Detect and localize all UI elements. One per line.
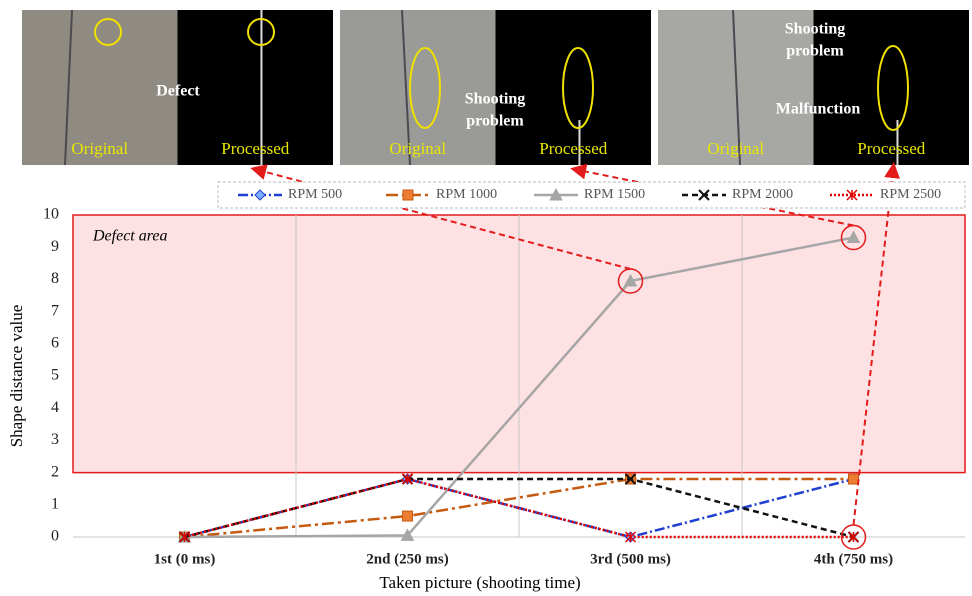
- y-tick-label: 9: [51, 238, 59, 255]
- panel-label: Processed: [857, 139, 925, 158]
- legend-label: RPM 2000: [732, 187, 793, 202]
- panel-note: Malfunction: [776, 101, 861, 118]
- panel-note: Shooting: [465, 91, 525, 108]
- y-tick-label: 2: [51, 463, 59, 480]
- panel-label: Processed: [539, 139, 607, 158]
- legend-label: RPM 1500: [584, 187, 645, 202]
- legend-marker: [403, 190, 413, 200]
- panel-note: Defect: [156, 83, 200, 100]
- panel-label: Original: [707, 139, 764, 158]
- x-tick-label: 1st (0 ms): [154, 551, 216, 567]
- y-tick-label: 3: [51, 431, 59, 448]
- x-tick-label: 3rd (500 ms): [590, 551, 671, 567]
- y-tick-label: 8: [51, 270, 59, 287]
- y-axis-label: Shape distance value: [7, 305, 26, 448]
- panel-label: Processed: [221, 139, 289, 158]
- y-tick-label: 1: [51, 495, 59, 512]
- y-tick-label: 0: [51, 528, 59, 545]
- x-tick-label: 2nd (250 ms): [366, 551, 449, 567]
- y-tick-label: 4: [51, 399, 59, 416]
- marker: [849, 474, 859, 484]
- panel-note: problem: [786, 43, 844, 60]
- x-axis-label: Taken picture (shooting time): [379, 573, 580, 592]
- legend-label: RPM 2500: [880, 187, 941, 202]
- panel-label: Original: [389, 139, 446, 158]
- y-tick-label: 10: [43, 206, 59, 223]
- figure: Taken picture (shooting time) Shape dist…: [0, 0, 972, 596]
- y-tick-label: 6: [51, 334, 59, 351]
- panel-note: Shooting: [785, 21, 845, 38]
- x-tick-label: 4th (750 ms): [814, 551, 893, 567]
- marker: [403, 511, 413, 521]
- y-tick-label: 7: [51, 302, 59, 319]
- panel-note: problem: [466, 113, 524, 130]
- panel-label: Original: [71, 139, 128, 158]
- legend-label: RPM 1000: [436, 187, 497, 202]
- legend-label: RPM 500: [288, 187, 342, 202]
- y-tick-label: 5: [51, 367, 59, 384]
- defect-area-label: Defect area: [92, 228, 167, 245]
